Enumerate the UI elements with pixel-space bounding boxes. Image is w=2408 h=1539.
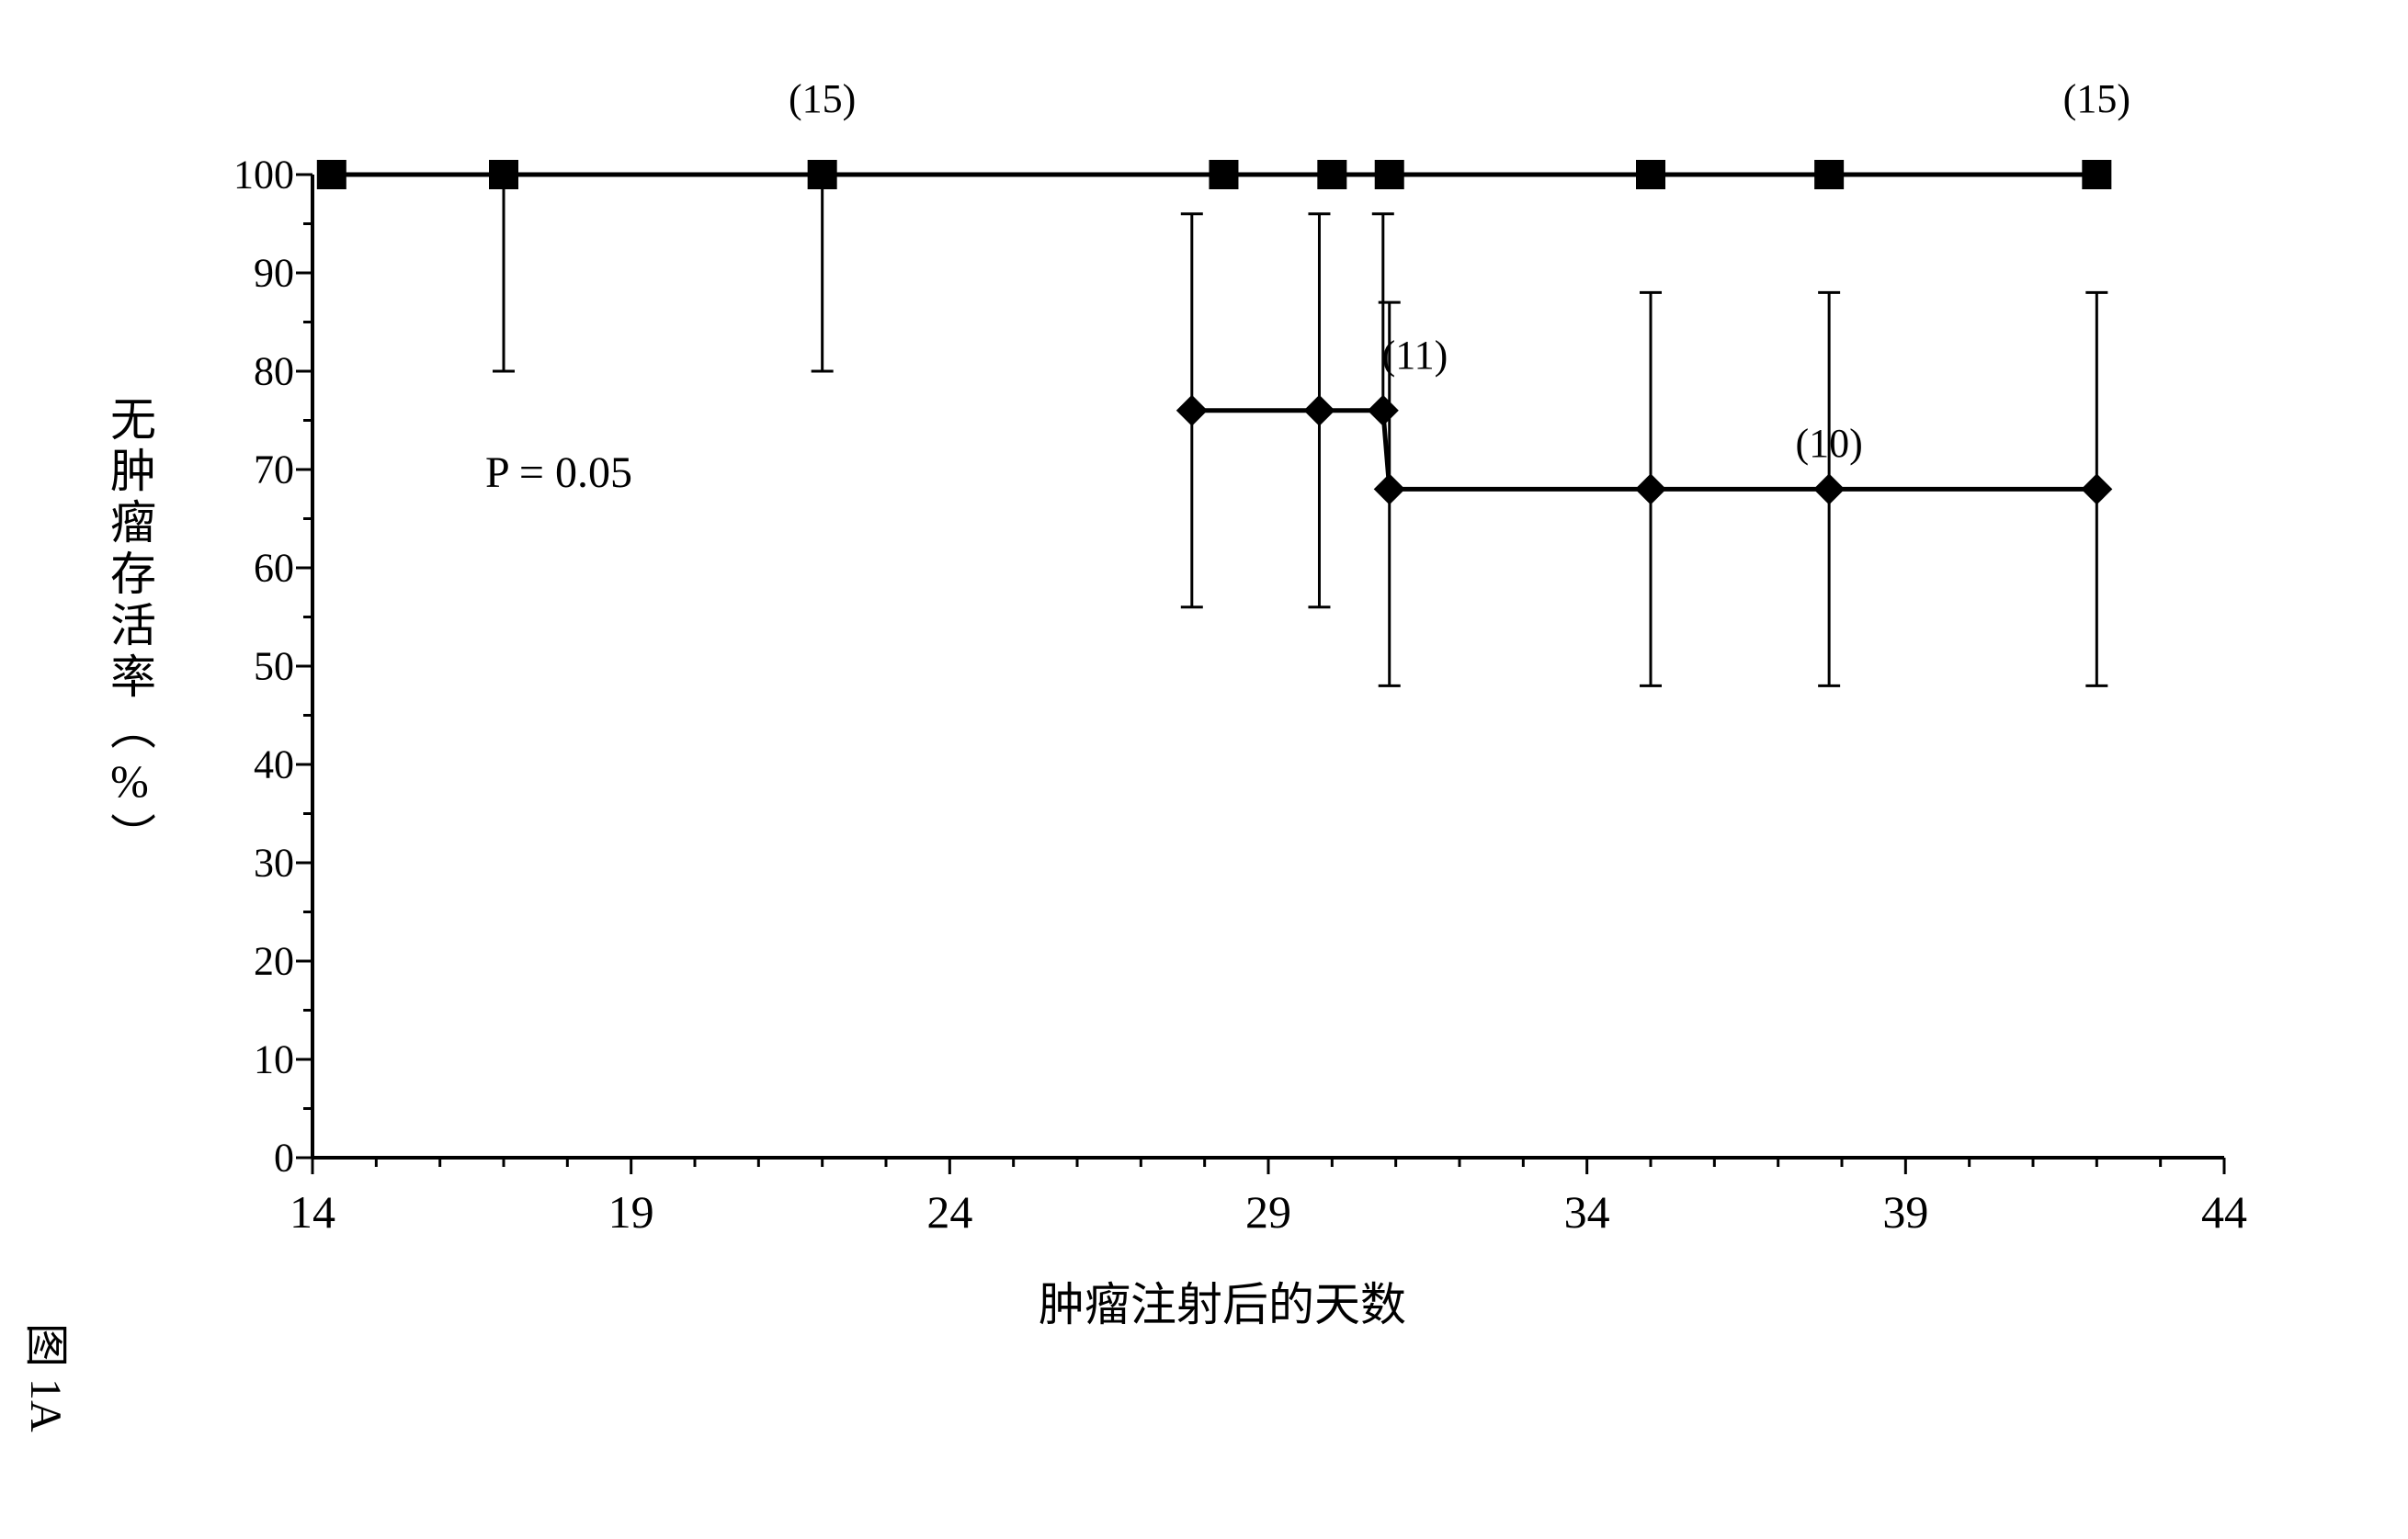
chart-svg bbox=[312, 175, 2224, 1158]
y-tick-label: 100 bbox=[202, 152, 294, 198]
chart-container: 0102030405060708090100 14192429343944 (1… bbox=[239, 64, 2279, 1351]
y-tick-label: 50 bbox=[202, 643, 294, 690]
annotation-label: (15) bbox=[789, 75, 856, 122]
annotation-label: (11) bbox=[1382, 332, 1448, 379]
x-tick-label: 24 bbox=[926, 1185, 972, 1239]
y-tick-label: 40 bbox=[202, 741, 294, 788]
x-tick-label: 44 bbox=[2201, 1185, 2247, 1239]
y-tick-label: 20 bbox=[202, 938, 294, 985]
x-tick-label: 14 bbox=[290, 1185, 335, 1239]
y-tick-label: 80 bbox=[202, 348, 294, 395]
x-axis-title: 肿瘤注射后的天数 bbox=[1039, 1268, 1406, 1334]
y-axis-title: 无肿瘤存活率（%） bbox=[97, 395, 163, 864]
x-tick-label: 29 bbox=[1245, 1185, 1291, 1239]
p-value-label: P = 0.05 bbox=[485, 447, 632, 498]
y-tick-label: 60 bbox=[202, 545, 294, 592]
y-tick-label: 10 bbox=[202, 1036, 294, 1083]
figure-label: 图 1A bbox=[18, 1323, 83, 1432]
x-tick-label: 34 bbox=[1564, 1185, 1610, 1239]
y-tick-label: 0 bbox=[202, 1135, 294, 1182]
plot-area bbox=[312, 175, 2224, 1158]
x-tick-label: 19 bbox=[608, 1185, 654, 1239]
y-tick-label: 90 bbox=[202, 250, 294, 297]
y-tick-label: 70 bbox=[202, 447, 294, 493]
annotation-label: (15) bbox=[2063, 75, 2130, 122]
x-tick-label: 39 bbox=[1882, 1185, 1928, 1239]
y-tick-label: 30 bbox=[202, 840, 294, 887]
annotation-label: (10) bbox=[1795, 420, 1862, 467]
